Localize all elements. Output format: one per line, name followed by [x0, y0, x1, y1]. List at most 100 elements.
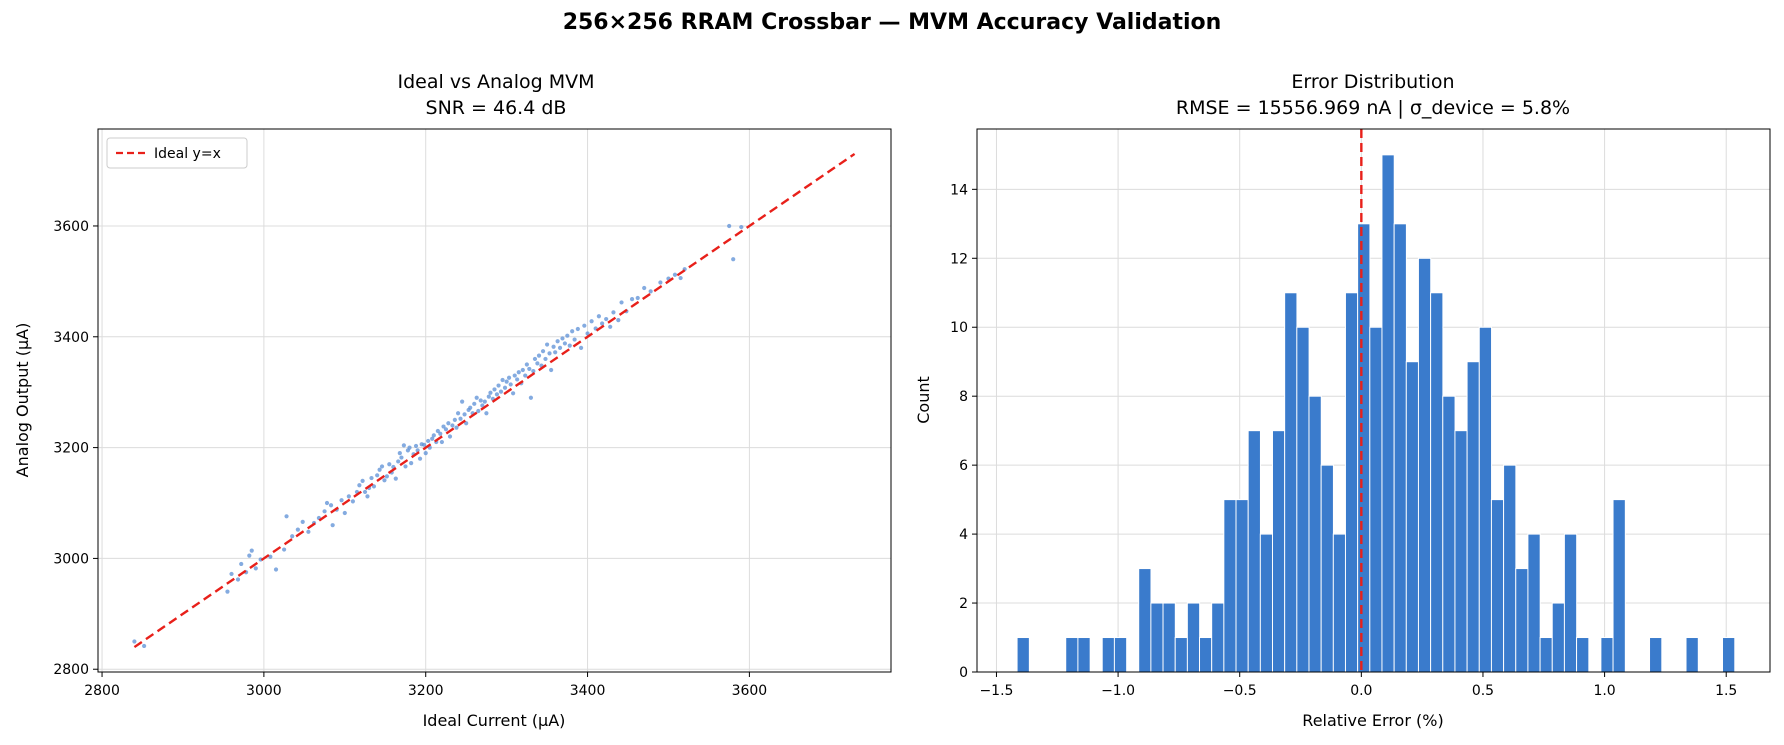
scatter-point [403, 464, 408, 469]
histogram-subtitle: RMSE = 15556.969 nA | σ_device = 5.8% [1176, 97, 1570, 119]
scatter-point [486, 394, 491, 399]
scatter-point [409, 461, 414, 466]
histogram-bar [1259, 533, 1274, 673]
histogram-bar [1308, 395, 1322, 673]
scatter-point [512, 373, 517, 378]
histogram-bar [1077, 637, 1091, 673]
scatter-xtick-label: 3400 [570, 683, 606, 699]
scatter-point [464, 421, 469, 426]
scatter-ytick-label: 3400 [53, 330, 89, 346]
scatter-axes-frame [97, 128, 892, 673]
scatter-point [462, 412, 467, 417]
scatter-point [235, 577, 241, 582]
legend-ideal-label: Ideal y=x [154, 146, 221, 162]
histogram-ytick-label: 2 [959, 596, 968, 612]
scatter-point [480, 403, 485, 408]
histogram-ytick-label: 0 [959, 665, 968, 681]
scatter-xtick-label: 3200 [408, 683, 444, 699]
scatter-point [589, 319, 594, 324]
histogram-bar [1369, 326, 1383, 673]
scatter-point [379, 464, 385, 469]
scatter-panel: Ideal vs Analog MVM SNR = 46.4 dB 2800 30… [13, 71, 892, 730]
scatter-point [557, 345, 563, 350]
scatter-point [515, 377, 520, 382]
histogram-bar [1138, 568, 1152, 673]
scatter-ytick-label: 3000 [53, 551, 89, 567]
scatter-point [273, 567, 279, 572]
scatter-ytick-label: 3200 [53, 441, 89, 457]
histogram-bar [1162, 602, 1176, 673]
histogram-bar [1442, 395, 1456, 673]
scatter-point [290, 534, 295, 539]
histogram-ytick-label: 8 [959, 389, 968, 405]
histogram-bar [1503, 464, 1517, 673]
scatter-point [371, 484, 377, 489]
scatter-point [520, 367, 525, 373]
scatter-point [553, 350, 558, 355]
scatter-point [596, 314, 601, 319]
scatter-point [582, 323, 587, 328]
histogram-xtick-label: 1.0 [1593, 683, 1615, 699]
histogram-bar [1211, 602, 1225, 673]
histogram-bar [1101, 637, 1115, 673]
histogram-bar [1454, 430, 1468, 673]
scatter-xtick-label: 2800 [84, 683, 120, 699]
scatter-xlabel: Ideal Current (µA) [423, 711, 566, 730]
scatter-point [600, 321, 605, 326]
histogram-bar [1320, 464, 1334, 673]
histogram-bar [1199, 637, 1213, 673]
scatter-point [619, 300, 624, 305]
scatter-ytick-label: 3600 [53, 219, 89, 235]
scatter-point [484, 411, 489, 416]
histogram-bar [1563, 533, 1578, 673]
histogram-bar [1551, 602, 1566, 673]
scatter-point [506, 375, 512, 380]
scatter-point [229, 571, 234, 577]
scatter-point [393, 476, 398, 481]
scatter-point [365, 494, 370, 499]
scatter-point [527, 366, 532, 372]
scatter-point [516, 370, 521, 375]
histogram-bar [1247, 430, 1261, 673]
histogram-bar [1065, 637, 1079, 673]
scatter-point [443, 427, 449, 432]
histogram-bar [1113, 637, 1128, 673]
scatter-point [476, 408, 481, 414]
histogram-bar [1186, 602, 1201, 673]
histogram-bar [1284, 292, 1298, 673]
scatter-point [446, 421, 451, 426]
scatter-point [225, 589, 230, 594]
scatter-point [438, 431, 443, 436]
scatter-title: Ideal vs Analog MVM [398, 71, 595, 93]
scatter-point [585, 331, 590, 336]
scatter-point [247, 553, 252, 558]
scatter-point [346, 494, 351, 499]
histogram-bar [1174, 637, 1188, 673]
scatter-ytick-label: 2800 [53, 662, 89, 678]
scatter-point [567, 343, 572, 348]
histogram-xtick-label: −1.0 [1101, 683, 1135, 699]
histogram-bar [1612, 499, 1626, 673]
scatter-subtitle: SNR = 46.4 dB [426, 97, 567, 119]
scatter-point [570, 329, 575, 334]
histogram-panel: Error Distribution RMSE = 15556.969 nA |… [914, 71, 1771, 730]
scatter-point [330, 523, 335, 528]
scatter-point [508, 382, 513, 387]
histogram-bar [1417, 257, 1432, 673]
scatter-point [426, 438, 431, 444]
histogram-bar [1527, 533, 1541, 673]
scatter-point [396, 459, 401, 464]
histogram-bar [1649, 637, 1663, 673]
scatter-point [472, 401, 477, 406]
scatter-point [458, 416, 463, 421]
scatter-point [572, 337, 577, 342]
scatter-point [455, 411, 461, 416]
histogram-xtick-label: −1.5 [979, 683, 1013, 699]
scatter-point [431, 433, 436, 438]
scatter-point [377, 467, 382, 472]
scatter-legend: Ideal y=x [106, 137, 248, 169]
scatter-point [478, 398, 483, 403]
scatter-point [549, 367, 554, 373]
ideal-line [133, 152, 856, 649]
